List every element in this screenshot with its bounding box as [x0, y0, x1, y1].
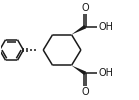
Polygon shape — [71, 66, 86, 75]
Text: OH: OH — [98, 68, 113, 78]
Polygon shape — [71, 25, 86, 34]
Text: O: O — [81, 87, 89, 97]
Text: OH: OH — [98, 22, 113, 32]
Text: O: O — [81, 3, 89, 13]
